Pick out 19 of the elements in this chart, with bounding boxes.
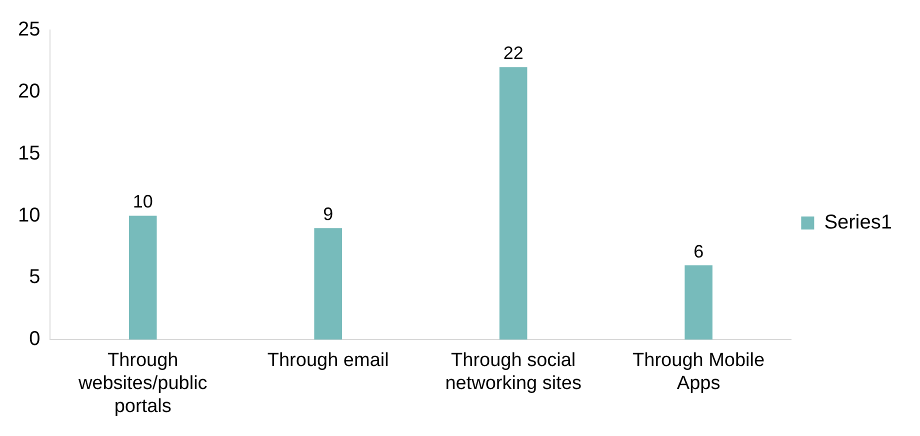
y-tick-label: 15 [18,142,40,164]
y-tick-label: 5 [29,266,40,288]
bar [684,265,712,340]
legend-label: Series1 [824,212,892,234]
bar [128,216,157,340]
data-label: 10 [132,192,153,212]
data-label: 6 [694,241,704,262]
y-tick-label: 0 [29,328,40,350]
x-tick-label: Through websites/public portals [77,350,208,417]
bar [314,228,342,340]
data-label: 22 [503,43,524,64]
x-tick-label: Through social networking sites [445,350,582,394]
x-tick-label: Through email [267,350,389,372]
y-tick-label: 20 [18,80,40,102]
y-tick-label: 10 [18,204,40,226]
bar [499,67,528,340]
y-tick-label: 25 [18,18,40,41]
data-label: 9 [323,204,334,224]
x-tick-label: Through Mobile Apps [632,350,765,394]
